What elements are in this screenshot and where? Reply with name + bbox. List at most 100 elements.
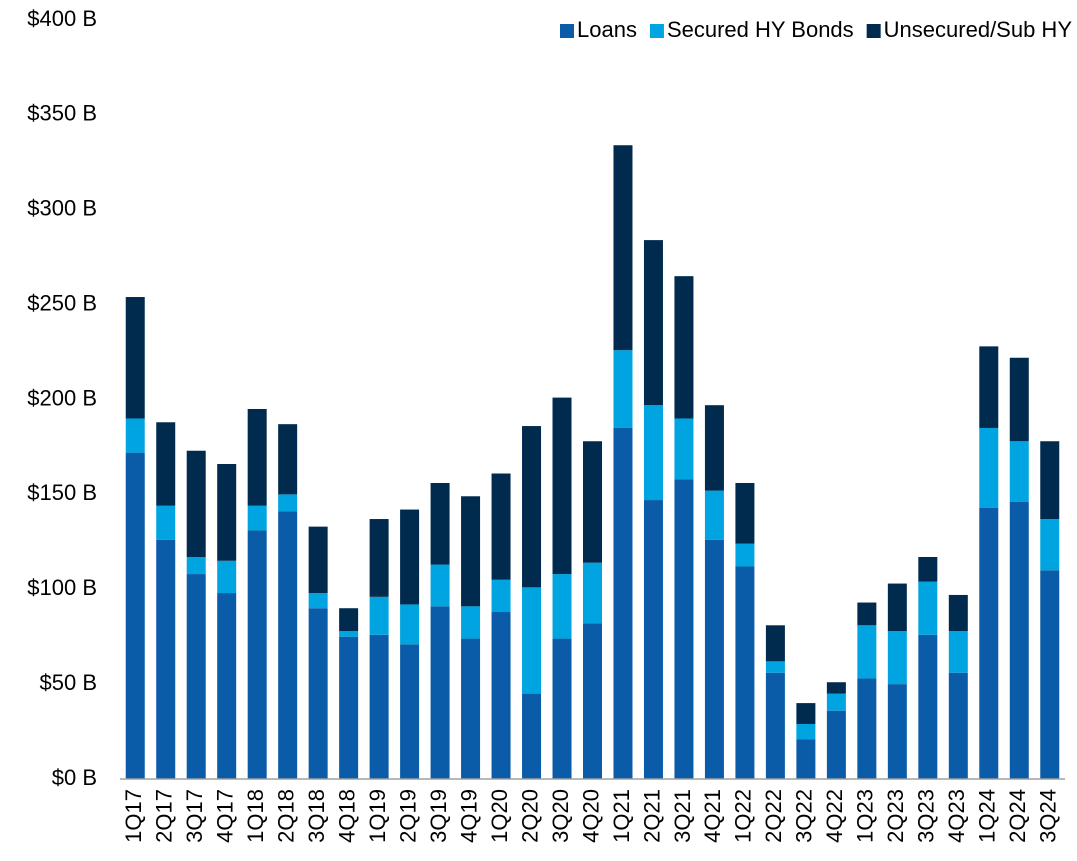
bar-segment (125, 297, 145, 419)
x-tick-label: 2Q21 (639, 789, 664, 843)
x-tick-label: 2Q22 (761, 789, 786, 843)
bar-segment (400, 604, 420, 645)
bar-segment (826, 710, 846, 779)
x-tick-label: 3Q22 (792, 789, 817, 843)
bar-segment (826, 682, 846, 694)
bar-segment (1009, 441, 1029, 502)
bar-segment (339, 636, 359, 779)
legend-label: Unsecured/Sub HY (884, 17, 1073, 42)
bar-segment (735, 543, 755, 567)
x-tick-label: 4Q21 (700, 789, 725, 843)
bar-segment (643, 405, 663, 501)
bar-segment (308, 526, 328, 594)
bar-segment (552, 638, 572, 779)
x-tick-label: 2Q23 (883, 789, 908, 843)
bar-segment (491, 473, 511, 580)
bar-segment (948, 630, 968, 673)
y-tick-label: $400 B (27, 6, 97, 31)
x-tick-label: 2Q17 (152, 789, 177, 843)
bar-segment (461, 638, 481, 779)
x-tick-label: 1Q23 (853, 789, 878, 843)
bar-segment (156, 539, 176, 779)
bar-segment (369, 634, 389, 779)
bar-segment (217, 593, 237, 779)
bar-segment (704, 539, 724, 779)
bar-segment (704, 490, 724, 540)
bar-segment (1009, 501, 1029, 779)
bar-segment (918, 634, 938, 779)
y-tick-label: $200 B (27, 385, 97, 410)
bar-segment (765, 672, 785, 779)
bar-segment (918, 581, 938, 635)
bar-segment (278, 494, 298, 512)
x-tick-label: 2Q20 (517, 789, 542, 843)
bar-segment (887, 630, 907, 685)
bar-segment (461, 606, 481, 639)
bar-segment (430, 482, 450, 565)
bar-segment (643, 240, 663, 406)
bar-segment (735, 566, 755, 779)
legend-label: Loans (577, 17, 637, 42)
bar-segment (674, 479, 694, 779)
bar-segment (704, 405, 724, 491)
x-tick-label: 4Q20 (578, 789, 603, 843)
bar-segment (918, 556, 938, 582)
bar-segment (613, 427, 633, 779)
x-tick-label: 2Q24 (1005, 789, 1030, 843)
bar-segment (156, 505, 176, 540)
bar-segment (278, 424, 298, 495)
bar-segment (796, 723, 816, 740)
x-tick-label: 1Q17 (121, 789, 146, 843)
bar-segment (369, 596, 389, 635)
bar-segment (979, 346, 999, 428)
bar-segment (613, 350, 633, 428)
bar-segment (156, 422, 176, 506)
x-tick-label: 3Q20 (548, 789, 573, 843)
bar-segment (674, 276, 694, 419)
x-tick-label: 3Q18 (304, 789, 329, 843)
bar-segment (1040, 441, 1060, 520)
legend-swatch (560, 24, 574, 38)
x-tick-label: 2Q18 (273, 789, 298, 843)
x-tick-label: 4Q22 (822, 789, 847, 843)
bar-segment (826, 693, 846, 711)
bar-segment (613, 145, 633, 351)
bar-segment (857, 625, 877, 679)
bar-segment (461, 496, 481, 607)
bar-segment (765, 625, 785, 662)
bar-segment (430, 564, 450, 607)
legend-label: Secured HY Bonds (667, 17, 854, 42)
bar-segment (796, 739, 816, 779)
y-tick-label: $250 B (27, 290, 97, 315)
bar-segment (522, 587, 542, 694)
x-tick-label: 1Q20 (487, 789, 512, 843)
bar-segment (796, 703, 816, 724)
bar-segment (278, 511, 298, 779)
bar-segment (979, 427, 999, 508)
x-tick-label: 1Q21 (609, 789, 634, 843)
bar-segment (765, 661, 785, 673)
bar-segment (125, 418, 145, 453)
legend-swatch (866, 24, 881, 38)
bar-segment (1040, 519, 1060, 571)
bar-segment (522, 426, 542, 588)
y-tick-label: $350 B (27, 101, 97, 126)
y-tick-label: $300 B (27, 196, 97, 221)
x-tick-label: 3Q24 (1036, 789, 1061, 843)
bar-segment (857, 602, 877, 626)
bar-segment (583, 562, 602, 624)
x-tick-label: 1Q22 (731, 789, 756, 843)
bar-segment (979, 507, 999, 779)
y-tick-label: $150 B (27, 480, 97, 505)
y-tick-label: $0 B (52, 765, 97, 790)
bar-segment (674, 418, 694, 480)
bar-segment (887, 583, 907, 631)
bar-segment (247, 530, 267, 779)
y-tick-label: $50 B (40, 670, 98, 695)
bar-segment (247, 408, 267, 506)
bar-segment (583, 441, 602, 563)
bar-segment (339, 608, 359, 631)
x-tick-label: 3Q21 (670, 789, 695, 843)
bar-segment (369, 519, 389, 597)
